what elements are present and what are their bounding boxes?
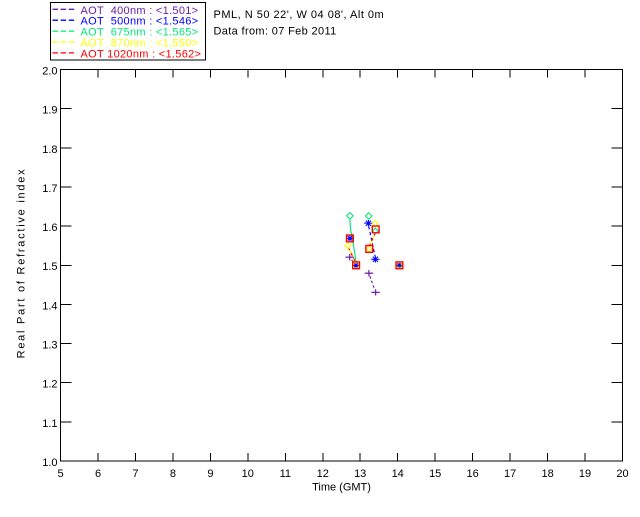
svg-text:1.5: 1.5 (42, 261, 57, 273)
svg-text:9: 9 (207, 468, 213, 480)
svg-text:1.6: 1.6 (42, 222, 57, 234)
svg-text:5: 5 (57, 468, 63, 480)
svg-text:12: 12 (317, 468, 329, 480)
svg-text:AOT 500nm : <1.546>: AOT 500nm : <1.546> (81, 16, 199, 28)
svg-text:19: 19 (579, 468, 591, 480)
svg-text:1.9: 1.9 (42, 105, 57, 117)
svg-text:Data from: 07 Feb 2011: Data from: 07 Feb 2011 (214, 25, 337, 37)
svg-text:10: 10 (242, 468, 254, 480)
svg-text:AOT 675nm : <1.565>: AOT 675nm : <1.565> (81, 27, 199, 39)
svg-text:2.0: 2.0 (42, 66, 57, 78)
svg-text:20: 20 (616, 468, 628, 480)
svg-text:AOT 400nm : <1.501>: AOT 400nm : <1.501> (81, 5, 199, 17)
svg-text:1.8: 1.8 (42, 144, 57, 156)
svg-text:AOT 870nm : <1.550>: AOT 870nm : <1.550> (81, 38, 199, 50)
svg-text:1.7: 1.7 (42, 183, 57, 195)
svg-text:17: 17 (504, 468, 516, 480)
svg-text:11: 11 (280, 468, 291, 480)
svg-text:6: 6 (95, 468, 101, 480)
svg-text:1.4: 1.4 (42, 300, 57, 312)
svg-text:1.2: 1.2 (42, 379, 57, 391)
svg-text:13: 13 (354, 468, 366, 480)
svg-text:1.1: 1.1 (42, 418, 57, 430)
svg-text:16: 16 (466, 468, 478, 480)
svg-text:15: 15 (429, 468, 441, 480)
svg-text:AOT 1020nm : <1.562>: AOT 1020nm : <1.562> (81, 48, 202, 60)
svg-text:Time (GMT): Time (GMT) (312, 482, 371, 494)
svg-text:8: 8 (170, 468, 176, 480)
svg-text:7: 7 (132, 468, 138, 480)
svg-text:1.0: 1.0 (42, 457, 57, 469)
svg-text:PML, N 50 22', W 04 08', Alt 0: PML, N 50 22', W 04 08', Alt 0m (214, 9, 385, 21)
svg-text:Real Part of Refractive index: Real Part of Refractive index (16, 168, 28, 359)
svg-text:18: 18 (541, 468, 553, 480)
svg-text:1.3: 1.3 (42, 340, 57, 352)
svg-text:14: 14 (392, 468, 404, 480)
